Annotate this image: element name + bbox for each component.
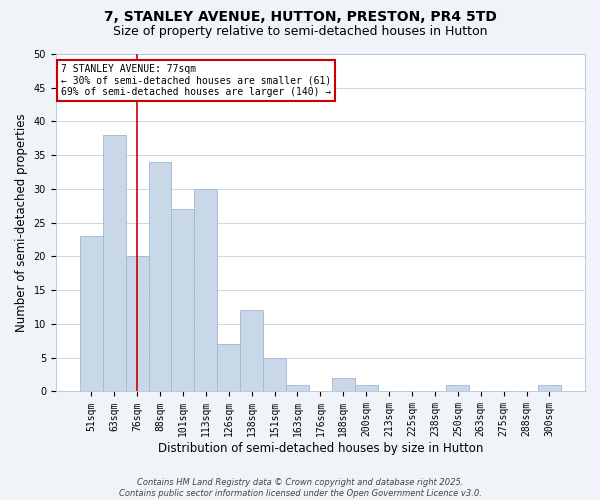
Text: Contains HM Land Registry data © Crown copyright and database right 2025.
Contai: Contains HM Land Registry data © Crown c… — [119, 478, 481, 498]
Text: Size of property relative to semi-detached houses in Hutton: Size of property relative to semi-detach… — [113, 25, 487, 38]
Y-axis label: Number of semi-detached properties: Number of semi-detached properties — [15, 114, 28, 332]
Text: 7 STANLEY AVENUE: 77sqm
← 30% of semi-detached houses are smaller (61)
69% of se: 7 STANLEY AVENUE: 77sqm ← 30% of semi-de… — [61, 64, 331, 98]
Bar — [446, 384, 469, 392]
Text: 7, STANLEY AVENUE, HUTTON, PRESTON, PR4 5TD: 7, STANLEY AVENUE, HUTTON, PRESTON, PR4 … — [104, 10, 496, 24]
Bar — [240, 310, 263, 392]
Bar — [172, 209, 194, 392]
Bar — [355, 384, 377, 392]
Bar — [149, 162, 172, 392]
Bar — [286, 384, 309, 392]
Bar — [125, 256, 149, 392]
Bar — [263, 358, 286, 392]
Bar — [538, 384, 561, 392]
Bar — [332, 378, 355, 392]
Bar — [217, 344, 240, 392]
Bar — [80, 236, 103, 392]
Bar — [103, 135, 125, 392]
X-axis label: Distribution of semi-detached houses by size in Hutton: Distribution of semi-detached houses by … — [158, 442, 483, 455]
Bar — [194, 189, 217, 392]
